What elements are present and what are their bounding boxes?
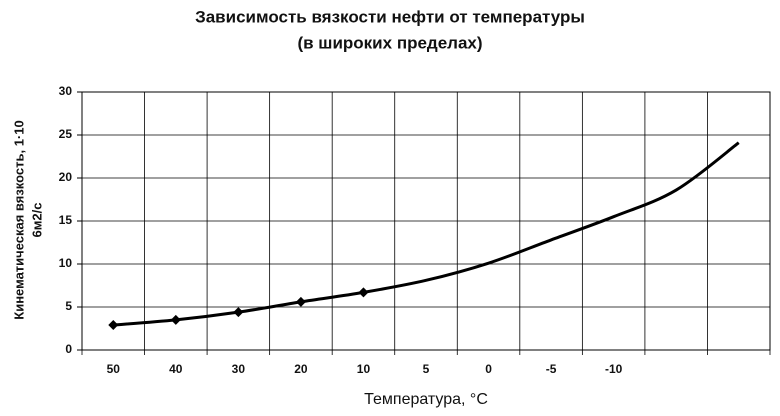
point xyxy=(108,320,119,331)
line xyxy=(113,141,740,327)
y-axis-title: 6м2/с xyxy=(29,203,44,238)
x-tick-label: 0 xyxy=(485,362,492,376)
y-tick-label: 25 xyxy=(59,127,73,141)
point xyxy=(358,287,369,298)
chart-subtitle: (в широких пределах) xyxy=(297,33,482,52)
plot-frame xyxy=(81,91,771,351)
x-axis-title: Температура, °C xyxy=(364,391,488,408)
x-tick-label: 30 xyxy=(232,362,246,376)
x-tick-label: 10 xyxy=(357,362,371,376)
x-tick-label: 5 xyxy=(423,362,430,376)
point xyxy=(170,314,181,325)
point xyxy=(233,307,244,318)
x-tick-label: 20 xyxy=(294,362,308,376)
y-tick-label: 15 xyxy=(59,213,73,227)
point xyxy=(295,296,306,307)
y-axis-title: Кинематическая вязкость, 1·10 xyxy=(11,120,26,319)
y-tick-label: 5 xyxy=(65,299,72,313)
y-tick-label: 20 xyxy=(59,170,73,184)
x-tick-label: 50 xyxy=(107,362,121,376)
y-tick-label: 0 xyxy=(65,342,72,356)
y-tick-label: 30 xyxy=(59,84,73,98)
chart-title: Зависимость вязкости нефти от температур… xyxy=(195,7,585,26)
x-tick-label: -10 xyxy=(605,362,623,376)
x-tick-label: -5 xyxy=(546,362,557,376)
y-tick-label: 10 xyxy=(59,256,73,270)
x-tick-label: 40 xyxy=(169,362,183,376)
